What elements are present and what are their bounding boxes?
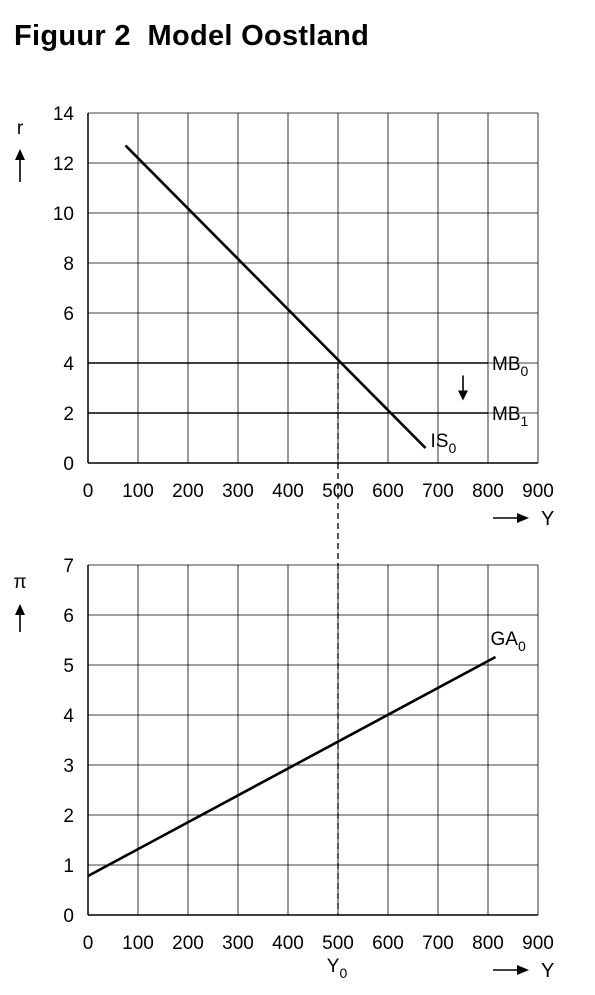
x-axis-symbol: Y [541, 508, 554, 530]
y-axis-arrow-head [15, 149, 25, 160]
series-line-is0 [124, 144, 427, 449]
x-tick-label: 700 [422, 933, 454, 954]
x-tick-label: 900 [522, 933, 554, 954]
y-tick-label: 0 [63, 454, 74, 475]
x-tick-label: 900 [522, 481, 554, 502]
series-label-mb1: MB1 [492, 404, 529, 429]
y-axis-arrow-head [15, 604, 25, 615]
x-tick-label: 200 [172, 933, 204, 954]
y-axis-symbol: r [17, 118, 24, 139]
x-tick-label: 400 [272, 933, 304, 954]
y-tick-label: 4 [63, 354, 74, 375]
y-tick-label: 1 [63, 856, 74, 877]
y-tick-label: 2 [63, 404, 74, 425]
x-tick-label: 100 [122, 481, 154, 502]
x-tick-label: 500 [322, 481, 354, 502]
x-tick-label: 0 [83, 933, 94, 954]
x-tick-label: 200 [172, 481, 204, 502]
y-tick-label: 6 [63, 304, 74, 325]
series-label-mb0: MB0 [492, 354, 529, 379]
y-tick-label: 7 [63, 556, 74, 577]
x-tick-label: 800 [472, 933, 504, 954]
y-tick-label: 10 [53, 204, 74, 225]
x-tick-label: 800 [472, 481, 504, 502]
x-tick-label: 600 [372, 481, 404, 502]
series-label-ga0: GA0 [491, 629, 526, 654]
y-tick-label: 0 [63, 906, 74, 927]
y-tick-label: 12 [53, 154, 74, 175]
series-line-ga0 [87, 655, 497, 878]
x-tick-label: 100 [122, 933, 154, 954]
y-tick-label: 3 [63, 756, 74, 777]
y-tick-label: 2 [63, 806, 74, 827]
x-axis-symbol: Y [541, 960, 554, 982]
y-tick-label: 8 [63, 254, 74, 275]
shift-arrow-head [458, 390, 468, 401]
x-tick-label: 600 [372, 933, 404, 954]
series-label-is0: IS0 [431, 431, 457, 456]
bottom-panel: 0 100 200 300 400 500 600 700 800 900 0 1 2 3 4 5 6 7 π Y GA… [13, 556, 554, 982]
x-tick-label: 700 [422, 481, 454, 502]
figure-title: Figuur 2 Model Oostland [14, 20, 370, 52]
x-tick-label: 400 [272, 481, 304, 502]
y-axis-symbol: π [13, 572, 26, 593]
y-tick-label: 5 [63, 656, 74, 677]
x-tick-label: 0 [83, 481, 94, 502]
top-panel: 0 100 200 300 400 500 600 700 800 900 0 2 4 6 8 10 12 14 r… [15, 104, 554, 530]
reference-label-y0: Y0 [327, 956, 348, 981]
x-tick-label: 300 [222, 933, 254, 954]
y-tick-label: 6 [63, 606, 74, 627]
y-tick-label: 14 [53, 104, 75, 125]
x-tick-label: 300 [222, 481, 254, 502]
x-axis-arrow-head [517, 513, 529, 523]
x-tick-label: 500 [322, 933, 354, 954]
y-tick-label: 4 [63, 706, 74, 727]
reference-line-group: Y0 [327, 363, 348, 981]
x-axis-arrow-head [517, 965, 529, 975]
